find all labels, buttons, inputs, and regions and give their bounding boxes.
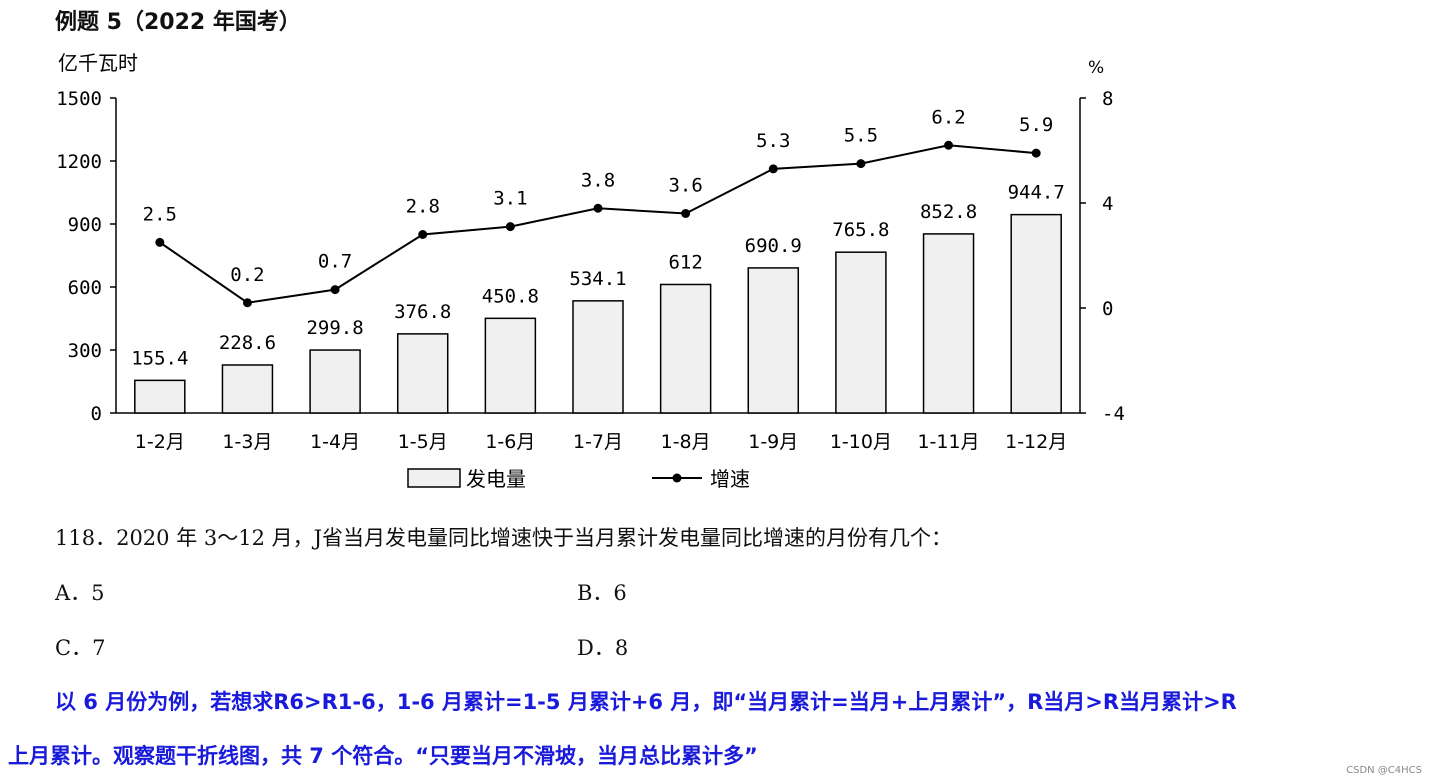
- bar: [134, 379, 186, 414]
- y-left-tick-label: 600: [68, 277, 102, 299]
- bar-value-label: 765.8: [832, 219, 889, 241]
- y-left-tick-label: 1200: [56, 151, 102, 173]
- line-value-label: 0.2: [230, 264, 264, 286]
- x-tick-label: 1-3月: [222, 431, 272, 453]
- line-value-label: 5.5: [844, 125, 878, 147]
- line-series: [155, 140, 1041, 308]
- bar-value-label: 228.6: [219, 332, 276, 354]
- bar: [572, 300, 624, 414]
- line-value-label: 5.9: [1019, 114, 1053, 136]
- question-text: 118．2020 年 3～12 月，J省当月发电量同比增速快于当月累计发电量同比…: [55, 526, 953, 550]
- y-left-tick-label: 0: [91, 403, 102, 425]
- y-right-tick-label: 0: [1102, 298, 1113, 320]
- x-tick-label: 1-2月: [135, 431, 185, 453]
- x-tick-label: 1-7月: [573, 431, 623, 453]
- bar: [221, 364, 274, 414]
- bar: [484, 317, 537, 414]
- bar-value-label: 299.8: [306, 317, 363, 339]
- line-point: [505, 222, 515, 232]
- x-tick-label: 1-9月: [748, 431, 798, 453]
- x-tick-label: 1-8月: [661, 431, 711, 453]
- bar-value-label: 612: [668, 251, 702, 273]
- legend-label-line: 增速: [710, 467, 750, 491]
- option-b: B．6: [577, 581, 627, 605]
- option-d: D．8: [577, 636, 629, 660]
- line-point: [155, 237, 165, 247]
- y-left-axis-label: 亿千瓦时: [58, 51, 138, 75]
- option-c: C．7: [55, 636, 106, 660]
- bar-value-label: 852.8: [920, 201, 977, 223]
- bar-value-label: 944.7: [1008, 182, 1065, 204]
- line-value-label: 3.6: [668, 175, 702, 197]
- x-tick-label: 1-12月: [1005, 431, 1067, 453]
- page-title: 例题 5（2022 年国考）: [55, 10, 301, 35]
- x-tick-label: 1-11月: [917, 431, 979, 453]
- line-value-label: 6.2: [931, 106, 965, 128]
- bar-series: [134, 213, 1062, 414]
- line-value-label: 3.8: [581, 169, 615, 191]
- bar: [1010, 213, 1062, 414]
- line-value-label: 2.5: [143, 203, 177, 225]
- bar-value-label: 450.8: [482, 285, 539, 307]
- bar-value-label: 534.1: [569, 268, 626, 290]
- y-left-tick-label: 300: [68, 340, 102, 362]
- line-point: [768, 164, 778, 174]
- y-left-tick-label: 900: [68, 214, 102, 236]
- y-right-tick-label: 8: [1102, 88, 1113, 110]
- line-point: [418, 230, 428, 239]
- y-right-tick-label: 4: [1102, 193, 1113, 215]
- legend-bar-swatch: [407, 468, 461, 488]
- x-tick-label: 1-4月: [310, 431, 360, 453]
- line-point: [330, 285, 340, 295]
- y-left-tick-label: 1500: [56, 88, 102, 110]
- line-value-label: 3.1: [493, 188, 527, 210]
- option-a: A．5: [55, 581, 105, 605]
- legend-line-marker: [672, 473, 682, 483]
- note-line-1: 以 6 月份为例，若想求R6>R1-6，1-6 月累计=1-5 月累计+6 月，…: [55, 690, 1237, 714]
- bar-value-label: 155.4: [131, 347, 188, 369]
- chart-axes: 0 300 600 900 1200 1500 -4 0 4 8 1-2月 1-3月 1-4月 1-5月 1…: [56, 88, 1125, 453]
- line-point: [944, 140, 954, 150]
- line-value-label: 5.3: [756, 130, 790, 152]
- bar: [922, 233, 975, 414]
- line-point: [856, 159, 866, 169]
- data-labels: 155.4 228.6 299.8 376.8 450.8 534.1 612 690.9 76…: [131, 106, 1065, 369]
- bar-value-label: 376.8: [394, 301, 451, 323]
- bar-value-label: 690.9: [745, 235, 802, 257]
- bar: [396, 333, 449, 414]
- line-point: [242, 298, 252, 308]
- y-right-axis-label: %: [1088, 58, 1104, 78]
- x-tick-label: 1-10月: [830, 431, 892, 453]
- x-tick-label: 1-5月: [398, 431, 448, 453]
- y-right-tick-label: -4: [1102, 403, 1125, 425]
- note-line-2: 上月累计。观察题干折线图，共 7 个符合。“只要当月不滑坡，当月总比累计多”: [8, 744, 758, 768]
- line-value-label: 2.8: [406, 196, 440, 218]
- chart-legend: 发电量 增速: [407, 467, 750, 491]
- combo-chart: 亿千瓦时 % 0 300 600 900 1200 1500 -4 0 4 8 1-2月 1-3月 1-…: [56, 51, 1125, 491]
- line-point: [593, 203, 603, 213]
- bar: [659, 283, 712, 414]
- legend-label-bar: 发电量: [466, 467, 526, 491]
- bar: [309, 349, 361, 414]
- line-point: [681, 209, 691, 218]
- line-value-label: 0.7: [318, 251, 352, 273]
- bar: [835, 251, 887, 414]
- line-point: [1031, 148, 1041, 158]
- bar: [747, 267, 800, 414]
- x-tick-label: 1-6月: [485, 431, 535, 453]
- watermark: CSDN @C4HCS: [1346, 765, 1422, 776]
